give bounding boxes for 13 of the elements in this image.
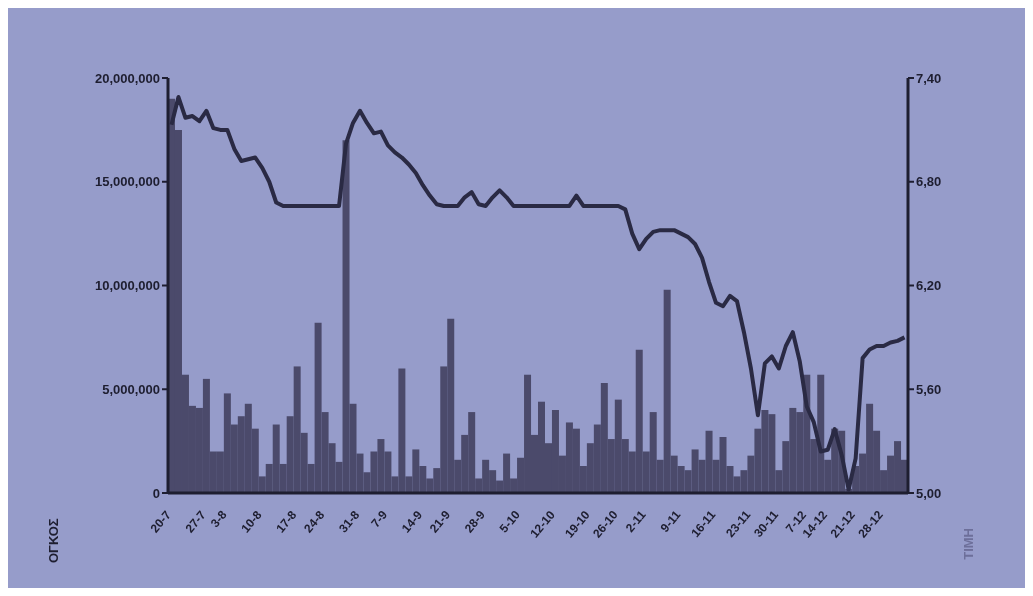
y2-tick-label: 6,20 [916,278,942,294]
x-tick-label: 7-9 [368,507,391,531]
y-tick-label: 15,000,000 [94,174,160,190]
y-tick-label: 0 [152,485,160,501]
y2-tick-label: 5,60 [916,381,942,397]
y-tick-label: 10,000,000 [94,278,160,294]
y2-tick-label: 6,80 [916,174,942,190]
x-tick-label: 3-8 [207,507,230,531]
y-tick-label: 20,000,000 [94,70,160,86]
y2-tick-label: 5,00 [916,485,942,501]
y2-tick-label: 7,40 [916,70,942,86]
y-axis-title: ΟΓΚΟΣ [46,518,61,563]
y-tick-label: 5,000,000 [102,381,160,397]
